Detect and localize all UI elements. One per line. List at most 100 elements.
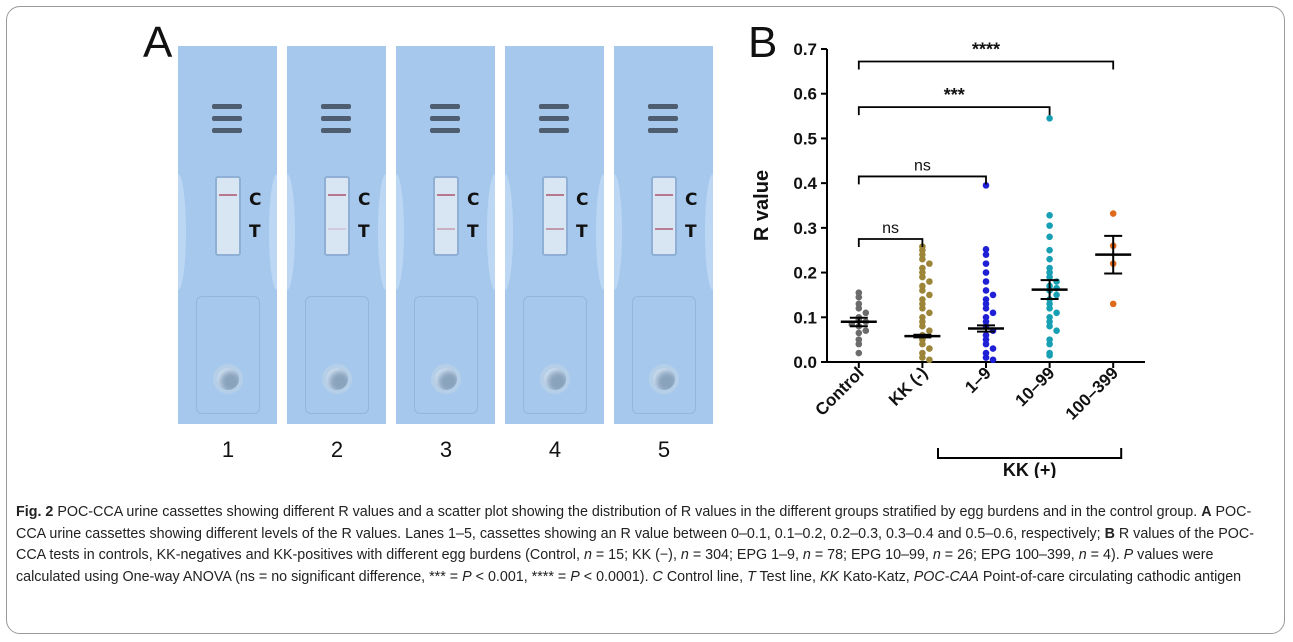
data-point <box>855 293 863 301</box>
data-point <box>1046 322 1053 330</box>
caption-text: = 26; EPG 100–399, <box>940 547 1079 563</box>
data-point <box>919 322 926 330</box>
data-point <box>919 273 926 281</box>
cassette-grip <box>321 116 351 121</box>
sample-well <box>414 296 478 414</box>
data-point <box>862 327 870 335</box>
cassette-grip <box>430 128 460 133</box>
cassette-5: C T <box>614 46 713 424</box>
caption-text: Kato-Katz, <box>839 568 914 585</box>
caption-text: values were calculated using One-way ANO… <box>16 547 1214 585</box>
y-tick-label: 0.6 <box>793 85 817 104</box>
test-line <box>437 228 455 230</box>
caption-panel-b: B <box>1104 525 1115 542</box>
caption-c: C <box>652 568 663 585</box>
data-point <box>1046 115 1053 122</box>
caption-kk: KK <box>819 568 839 585</box>
data-point <box>1046 222 1053 229</box>
data-point <box>982 246 990 253</box>
y-tick-label: 0.2 <box>793 264 817 283</box>
test-letter: T <box>249 222 261 242</box>
scatter-chart: 0.0 0.1 0.2 0.3 0.4 0.5 0.6 0.7 R value Control KK… <box>751 40 1145 478</box>
caption-text: R values of the POC-CCA tests in control… <box>16 525 1254 564</box>
cassette-grip <box>539 128 569 133</box>
test-letter: T <box>358 222 370 242</box>
data-point <box>1046 255 1053 263</box>
sample-well <box>196 296 260 414</box>
cassette-notch-right <box>705 174 713 290</box>
data-point <box>855 305 863 312</box>
lane-number: 5 <box>657 437 671 462</box>
data-point <box>1046 233 1053 241</box>
cassette-grip <box>430 116 460 121</box>
data-point <box>926 309 933 317</box>
caption-n: n <box>583 547 592 563</box>
caption-text: = 78; EPG 10–99, <box>810 547 933 563</box>
data-point <box>982 260 990 267</box>
sample-hole <box>653 368 675 390</box>
sample-well <box>305 296 369 414</box>
control-letter: C <box>467 190 480 210</box>
control-line <box>655 194 673 196</box>
cassette-grip <box>539 104 569 109</box>
figure-caption: Fig. 2 POC-CCA urine cassettes showing d… <box>16 502 1271 588</box>
caption-n: n <box>932 547 941 563</box>
sample-hole <box>544 368 566 390</box>
data-point <box>982 354 990 361</box>
cassette-grip <box>212 116 242 121</box>
data-point <box>919 340 926 348</box>
data-point <box>1046 340 1053 348</box>
data-point <box>1053 309 1060 317</box>
caption-p: P <box>570 568 580 585</box>
data-point <box>855 329 863 337</box>
caption-text: Test line, <box>755 568 820 585</box>
test-letter: T <box>685 222 697 242</box>
control-letter: C <box>358 190 371 210</box>
result-window <box>324 176 350 256</box>
data-point <box>1053 327 1060 335</box>
cassette-notch-left <box>287 174 295 290</box>
control-line <box>437 194 455 196</box>
cassette-grip <box>321 104 351 109</box>
y-tick-label: 0.7 <box>793 40 817 59</box>
caption-poc: POC-CAA <box>913 568 979 585</box>
data-point <box>919 305 926 312</box>
significance-label: ns <box>882 220 899 237</box>
cassette-grip <box>321 128 351 133</box>
control-letter: C <box>685 190 698 210</box>
data-point <box>919 287 926 294</box>
lane-number: 2 <box>330 437 344 462</box>
sample-hole <box>435 368 457 390</box>
data-point <box>1109 300 1117 308</box>
caption-t: T <box>747 568 756 585</box>
y-axis-label: R value <box>751 170 773 241</box>
test-line <box>546 228 564 230</box>
cassette-4: C T <box>505 46 604 424</box>
cassette-notch-left <box>178 174 186 290</box>
result-window <box>433 176 459 256</box>
data-point <box>1109 210 1117 217</box>
significance-label: **** <box>972 40 1000 60</box>
caption-text: = 15; KK (−), <box>591 547 681 563</box>
data-point <box>855 340 863 348</box>
data-point <box>862 309 870 317</box>
caption-text: Control line, <box>662 568 748 585</box>
caption-text: < 0.001, **** = <box>471 568 571 585</box>
data-point <box>855 349 863 357</box>
cassette-3: C T <box>396 46 495 424</box>
result-window <box>542 176 568 256</box>
y-tick-label: 0.3 <box>793 219 817 238</box>
group-bracket-label: KK (+) <box>1003 460 1057 478</box>
data-point <box>1046 212 1053 219</box>
cassette-grip <box>212 128 242 133</box>
cassette-2: C T <box>287 46 386 424</box>
y-tick-label: 0.1 <box>793 308 817 327</box>
caption-n: n <box>1078 547 1087 563</box>
data-point <box>989 291 997 299</box>
control-line <box>546 194 564 196</box>
data-point <box>982 305 990 312</box>
significance-label: ns <box>914 157 931 174</box>
data-point <box>989 309 997 317</box>
group-bracket <box>937 448 1123 459</box>
x-tick-label: KK (-) <box>885 363 931 409</box>
